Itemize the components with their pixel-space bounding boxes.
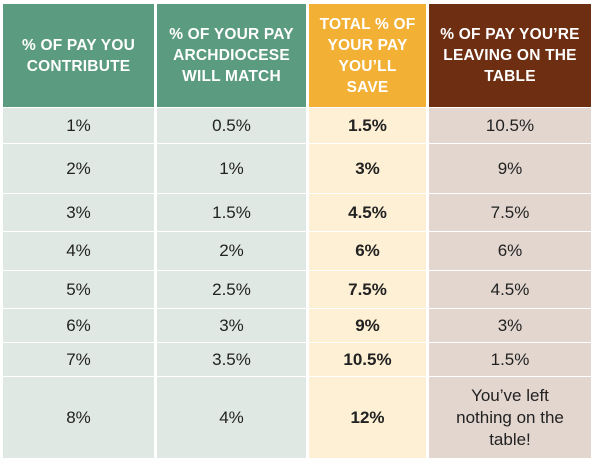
cell-value: 4% [66,241,91,260]
cell-value: 6% [66,315,91,335]
cell-leaving-on-table-row-1: 10.5% [429,108,591,143]
header-match: % OF YOUR PAY ARCHDIOCESE WILL MATCH [157,4,306,107]
cell-match-row-2: 1% [157,144,306,193]
header-contribute: % OF PAY YOU CONTRIBUTE [3,4,154,107]
cell-value: 4% [219,407,244,427]
cell-match-row-1: 0.5% [157,108,306,143]
cell-value: 5% [66,279,91,299]
cell-value: 6% [497,241,523,260]
cell-value: 1% [66,115,91,135]
cell-value: 8% [66,407,91,427]
cell-contribute-row-5: 5% [3,271,154,308]
header-label: TOTAL % OF YOUR PAY YOU’LL SAVE [319,15,416,96]
header-label: % OF PAY YOU’RE LEAVING ON THE TABLE [440,26,580,85]
cell-leaving-on-table-row-6: 3% [429,309,591,342]
cell-value: 1.5% [490,349,530,369]
cell-leaving-on-table-row-3: 7.5% [429,194,591,231]
cell-value: 9% [497,158,523,178]
cell-match-row-8: 4% [157,377,306,458]
cell-value: 2% [66,158,91,178]
cell-value: 3% [355,158,380,178]
cell-match-row-3: 1.5% [157,194,306,231]
cell-value: You’ve left nothing on the table! [456,385,564,449]
header-label: % OF PAY YOU CONTRIBUTE [22,36,135,75]
cell-value: 1.5% [348,115,387,135]
cell-value: 10.5% [485,115,535,135]
cell-value: 12% [350,407,385,427]
cell-value: 1.5% [212,202,251,222]
cell-total-save-row-3: 4.5% [309,194,426,231]
cell-match-row-6: 3% [157,309,306,342]
cell-total-save-row-7: 10.5% [309,343,426,376]
cell-leaving-on-table-row-4: 6% [429,232,591,270]
cell-value: 4.5% [490,279,530,299]
cell-contribute-row-8: 8% [3,377,154,458]
cell-value: 2% [219,241,244,260]
cell-value: 6% [355,241,380,260]
header-total-save: TOTAL % OF YOUR PAY YOU’LL SAVE [309,4,426,107]
cell-value: 3% [497,315,523,335]
cell-total-save-row-6: 9% [309,309,426,342]
cell-value: 7.5% [348,279,387,299]
cell-contribute-row-2: 2% [3,144,154,193]
cell-value: 3% [219,315,244,335]
cell-leaving-on-table-row-5: 4.5% [429,271,591,308]
cell-total-save-row-1: 1.5% [309,108,426,143]
cell-contribute-row-4: 4% [3,232,154,270]
cell-contribute-row-7: 7% [3,343,154,376]
cell-total-save-row-2: 3% [309,144,426,193]
cell-value: 1% [219,158,244,178]
cell-contribute-row-6: 6% [3,309,154,342]
header-leaving-on-table: % OF PAY YOU’RE LEAVING ON THE TABLE [429,4,591,107]
cell-leaving-on-table-row-7: 1.5% [429,343,591,376]
cell-value: 2.5% [212,279,251,299]
cell-match-row-5: 2.5% [157,271,306,308]
cell-value: 0.5% [212,115,251,135]
cell-value: 3% [66,202,91,222]
header-label: % OF YOUR PAY ARCHDIOCESE WILL MATCH [169,26,294,85]
cell-match-row-7: 3.5% [157,343,306,376]
cell-value: 7% [66,349,91,369]
cell-match-row-4: 2% [157,232,306,270]
cell-total-save-row-5: 7.5% [309,271,426,308]
cell-value: 9% [355,315,380,335]
cell-contribute-row-1: 1% [3,108,154,143]
cell-value: 4.5% [348,202,387,222]
cell-leaving-on-table-row-2: 9% [429,144,591,193]
cell-leaving-on-table-row-8: You’ve left nothing on the table! [429,377,591,458]
cell-value: 3.5% [212,349,251,369]
cell-contribute-row-3: 3% [3,194,154,231]
cell-value: 10.5% [343,349,392,369]
cell-total-save-row-4: 6% [309,232,426,270]
cell-total-save-row-8: 12% [309,377,426,458]
cell-value: 7.5% [490,202,530,222]
